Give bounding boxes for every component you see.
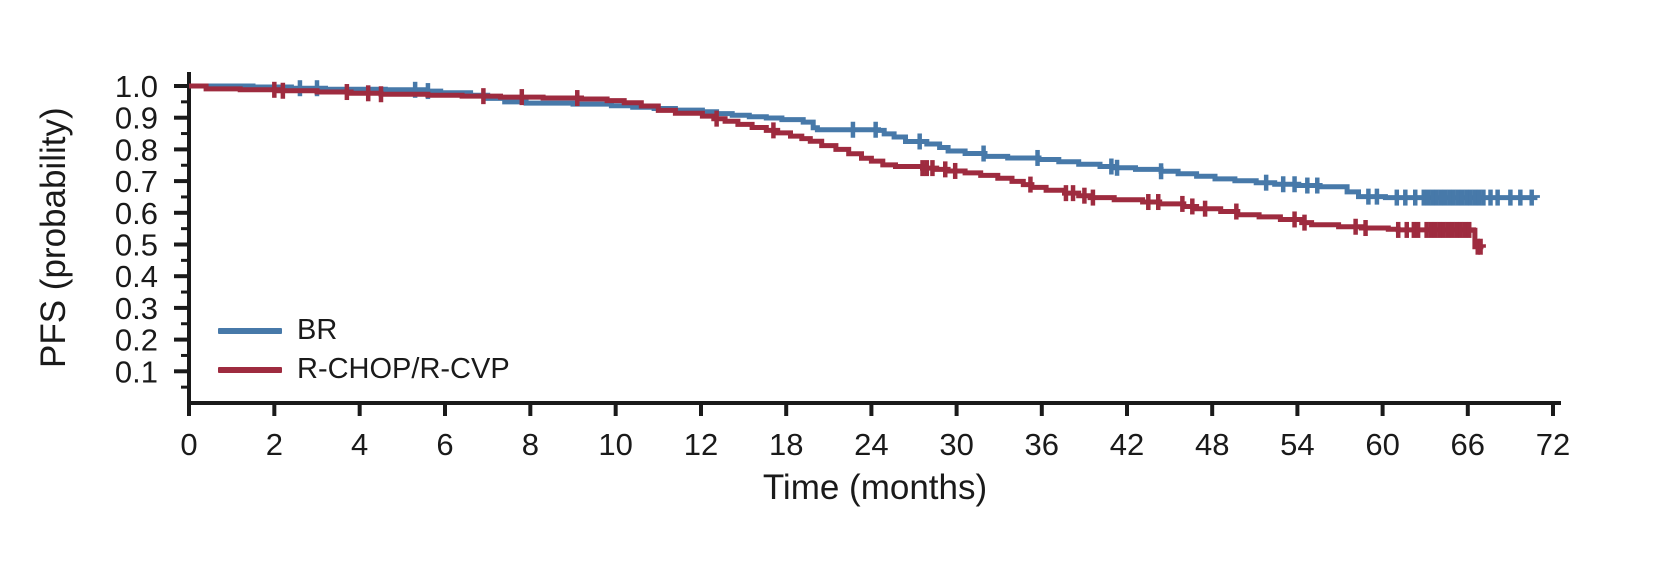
x-tick-label: 18: [769, 427, 803, 462]
legend-label-rchop: R-CHOP/R-CVP: [297, 353, 510, 385]
legend-swatch-rchop: [218, 366, 282, 373]
x-tick-label: 30: [939, 427, 973, 462]
y-tick-label: 0.6: [115, 196, 158, 231]
x-tick-label: 48: [1195, 427, 1229, 462]
x-tick-label: 0: [180, 427, 197, 462]
x-tick-label: 42: [1110, 427, 1144, 462]
x-tick-label: 8: [522, 427, 539, 462]
y-tick-label: 0.1: [115, 354, 158, 389]
legend-row-br: BR: [218, 311, 510, 350]
x-tick-label: 66: [1451, 427, 1485, 462]
y-tick-label: 0.2: [115, 323, 158, 358]
legend-row-rchop: R-CHOP/R-CVP: [218, 350, 510, 389]
y-tick-label: 0.3: [115, 291, 158, 326]
x-tick-label: 6: [436, 427, 453, 462]
x-tick-label: 72: [1536, 427, 1570, 462]
x-tick-label: 10: [598, 427, 632, 462]
km-curve-br: [189, 83, 1540, 201]
legend-label-br: BR: [297, 314, 338, 346]
legend-swatch-br: [218, 327, 282, 334]
y-tick-label: 1.0: [115, 69, 158, 104]
x-tick-label: 54: [1280, 427, 1314, 462]
km-curve-r-chop-r-cvp: [189, 83, 1486, 250]
y-tick-label: 0.9: [115, 101, 158, 136]
y-tick-label: 0.8: [115, 132, 158, 167]
legend: BR R-CHOP/R-CVP: [218, 311, 510, 389]
x-tick-label: 36: [1025, 427, 1059, 462]
x-tick-label: 60: [1365, 427, 1399, 462]
x-tick-label: 12: [684, 427, 718, 462]
y-tick-label: 0.4: [115, 259, 158, 294]
y-tick-label: 0.5: [115, 228, 158, 263]
x-tick-label: 4: [351, 427, 368, 462]
y-axis-title: PFS (probability): [34, 107, 73, 368]
y-tick-label: 0.7: [115, 164, 158, 199]
x-tick-label: 24: [854, 427, 888, 462]
x-tick-label: 2: [266, 427, 283, 462]
x-axis-title: Time (months): [762, 468, 988, 507]
